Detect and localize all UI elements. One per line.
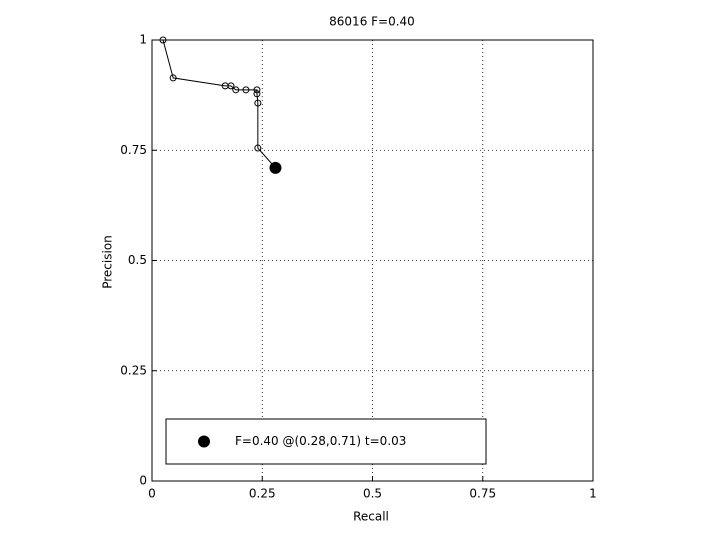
plot-frame bbox=[151, 39, 594, 482]
point bbox=[159, 36, 167, 44]
legend-marker bbox=[198, 435, 210, 448]
point bbox=[253, 90, 261, 98]
point bbox=[169, 74, 177, 82]
x-tick-label: 1 bbox=[589, 487, 597, 501]
best-point bbox=[269, 161, 282, 174]
legend-box bbox=[165, 418, 487, 465]
point bbox=[232, 86, 240, 94]
x-axis-label: Recall bbox=[353, 510, 389, 524]
x-tick-label: 0.5 bbox=[363, 487, 382, 501]
x-tick-label: 0.25 bbox=[249, 487, 276, 501]
y-tick-label: 0 bbox=[139, 474, 147, 488]
y-tick-label: 0.5 bbox=[128, 253, 147, 267]
x-tick-label: 0 bbox=[148, 487, 156, 501]
point bbox=[242, 86, 250, 94]
pr-curve bbox=[162, 39, 276, 169]
point bbox=[227, 82, 235, 90]
x-tick-label: 0.75 bbox=[469, 487, 496, 501]
y-tick-label: 1 bbox=[139, 33, 147, 47]
chart-title: 86016 F=0.40 bbox=[329, 15, 415, 29]
y-tick-label: 0.75 bbox=[120, 143, 147, 157]
point bbox=[253, 86, 261, 94]
point bbox=[254, 144, 262, 152]
y-axis-label: Precision bbox=[101, 235, 115, 289]
point bbox=[254, 99, 262, 107]
legend-label: F=0.40 @(0.28,0.71) t=0.03 bbox=[235, 434, 406, 448]
y-tick-label: 0.25 bbox=[120, 363, 147, 377]
